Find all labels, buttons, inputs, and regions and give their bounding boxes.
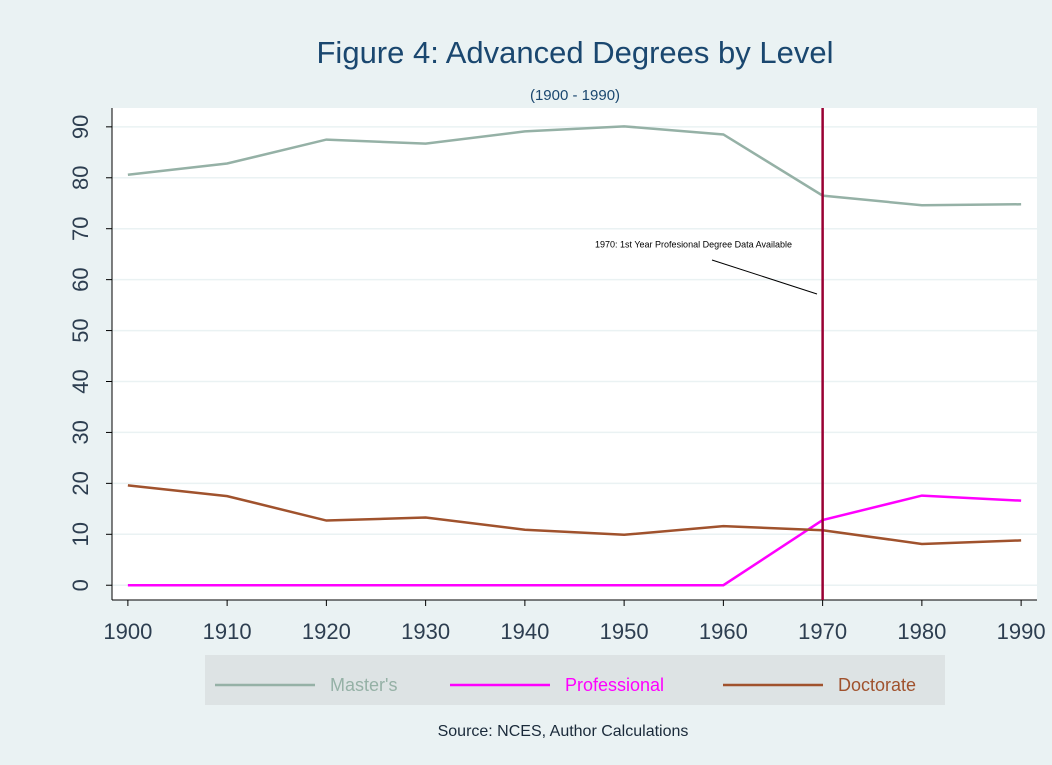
series-line [127, 484, 1022, 546]
annotation-arrow [711, 259, 818, 295]
y-tick-label: 70 [68, 216, 93, 240]
chart-title: Figure 4: Advanced Degrees by Level [317, 35, 834, 70]
x-tick-label: 1970 [798, 619, 847, 644]
x-tick-label: 1930 [401, 619, 450, 644]
annotation: 1970: 1st Year Profesional Degree Data A… [595, 239, 792, 249]
legend-label: Doctorate [838, 675, 916, 695]
series-line [127, 494, 1022, 587]
x-tick-label: 1910 [203, 619, 252, 644]
x-tick-label: 1960 [699, 619, 748, 644]
y-tick-label: 20 [68, 471, 93, 495]
x-tick-label: 1980 [897, 619, 946, 644]
x-tick-label: 1950 [600, 619, 649, 644]
y-tick-label: 90 [68, 115, 93, 139]
series-line [127, 125, 1022, 207]
x-tick-label: 1940 [500, 619, 549, 644]
y-tick-label: 80 [68, 166, 93, 190]
y-tick-label: 60 [68, 267, 93, 291]
chart-subtitle: (1900 - 1990) [530, 87, 620, 104]
x-tick-label: 1990 [997, 619, 1046, 644]
legend-label: Professional [565, 675, 664, 695]
legend-label: Master's [330, 675, 397, 695]
x-tick-label: 1920 [302, 619, 351, 644]
x-tick-label: 1900 [103, 619, 152, 644]
y-tick-label: 50 [68, 318, 93, 342]
y-tick-label: 10 [68, 522, 93, 546]
source-note: Source: NCES, Author Calculations [438, 723, 689, 740]
plot-area [112, 108, 1037, 600]
y-tick-label: 40 [68, 369, 93, 393]
y-tick-label: 0 [68, 579, 93, 591]
y-tick-label: 30 [68, 420, 93, 444]
legend-box [205, 655, 945, 705]
